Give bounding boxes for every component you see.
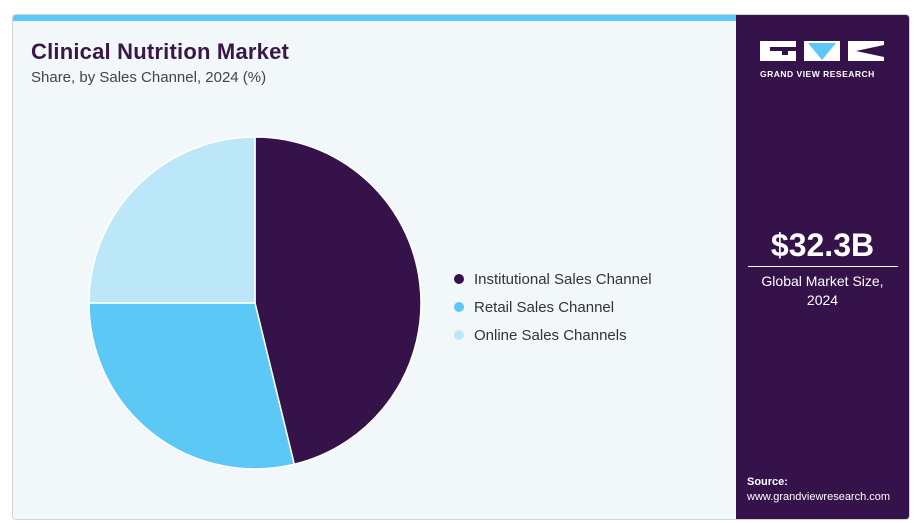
pie-slice-institutional bbox=[254, 136, 422, 466]
source-label: Source: bbox=[747, 476, 788, 488]
pie-slice-retail bbox=[88, 302, 296, 470]
pie-slices bbox=[88, 136, 422, 470]
gvr-logo-mark bbox=[760, 41, 884, 61]
market-size-value: $32.3B bbox=[770, 227, 875, 263]
pie-chart bbox=[88, 136, 422, 470]
divider bbox=[748, 266, 898, 267]
logo-text: GRAND VIEW RESEARCH bbox=[760, 69, 875, 79]
chart-title: Clinical Nutrition Market bbox=[31, 39, 290, 64]
market-size-label-line2: 2024 bbox=[806, 292, 839, 308]
source-url[interactable]: www.grandviewresearch.com bbox=[747, 491, 891, 503]
legend-label-online: Online Sales Channels bbox=[474, 326, 627, 344]
legend-swatch-retail bbox=[454, 302, 464, 312]
accent-bar bbox=[13, 15, 736, 21]
chart-subtitle: Share, by Sales Channel, 2024 (%) bbox=[31, 69, 267, 86]
legend-label-retail: Retail Sales Channel bbox=[474, 298, 615, 316]
legend-item-retail: Retail Sales Channel bbox=[454, 293, 652, 321]
legend-swatch-institutional bbox=[454, 274, 464, 284]
legend-swatch-online bbox=[454, 330, 464, 340]
legend: Institutional Sales Channel Retail Sales… bbox=[454, 265, 652, 349]
gvr-logo: GRAND VIEW RESEARCH bbox=[760, 39, 886, 79]
market-size-label-line1: Global Market Size, bbox=[761, 273, 884, 289]
legend-item-online: Online Sales Channels bbox=[454, 321, 652, 349]
legend-label-institutional: Institutional Sales Channel bbox=[474, 270, 652, 288]
pie-slice-online bbox=[88, 136, 256, 304]
legend-item-institutional: Institutional Sales Channel bbox=[454, 265, 652, 293]
sidebar-panel: GRAND VIEW RESEARCH $32.3B Global Market… bbox=[736, 15, 909, 519]
chart-card: Clinical Nutrition Market Share, by Sale… bbox=[12, 14, 910, 520]
market-size-label: Global Market Size, 2024 bbox=[736, 272, 909, 310]
